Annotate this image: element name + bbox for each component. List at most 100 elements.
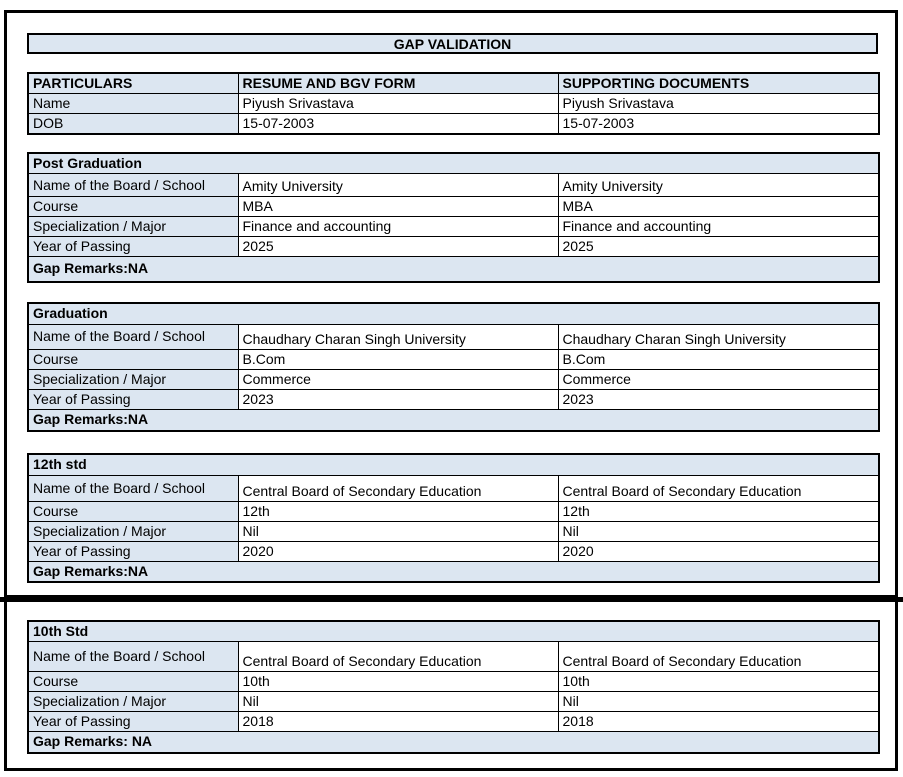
row-label: Name of the Board / School — [27, 173, 239, 197]
gap-remarks: Gap Remarks:NA — [27, 560, 880, 583]
supporting-cell-value: Nil — [557, 691, 880, 712]
row-label: Specialization / Major — [27, 520, 239, 542]
supporting-cell-value: 2025 — [557, 236, 880, 257]
resume-cell-value: 2018 — [237, 711, 559, 732]
section-data-row: Course B.Com B.Com — [27, 348, 880, 370]
supporting-cell-value: 2023 — [557, 388, 880, 410]
education-section-table: 10th Std Name of the Board / School Cent… — [27, 620, 881, 754]
row-label: Course — [27, 671, 239, 692]
table-row-dob: DOB 15-07-2003 15-07-2003 — [27, 113, 880, 135]
row-label-dob: DOB — [27, 113, 239, 135]
education-section-table: Post Graduation Name of the Board / Scho… — [27, 152, 881, 283]
dob-resume-value: 15-07-2003 — [237, 113, 559, 135]
row-label: Name of the Board / School — [27, 323, 239, 350]
row-label: Year of Passing — [27, 388, 239, 410]
supporting-cell-value: MBA — [557, 196, 880, 217]
resume-cell-value: Nil — [237, 520, 559, 542]
row-label: Name of the Board / School — [27, 474, 239, 502]
supporting-cell-value: Chaudhary Charan Singh University — [557, 323, 880, 350]
row-label: Course — [27, 196, 239, 217]
resume-cell-value: 10th — [237, 671, 559, 692]
particulars-table: PARTICULARS RESUME AND BGV FORM SUPPORTI… — [27, 72, 880, 135]
section-data-row: Year of Passing 2018 2018 — [27, 711, 880, 732]
section-data-row: Specialization / Major Commerce Commerce — [27, 368, 880, 390]
section-data-row: Course MBA MBA — [27, 196, 880, 217]
education-section-table: Graduation Name of the Board / School Ch… — [27, 302, 881, 432]
row-label: Specialization / Major — [27, 216, 239, 237]
resume-cell-value: 2020 — [237, 540, 559, 562]
gap-remarks: Gap Remarks:NA — [27, 256, 880, 282]
supporting-cell-value: Finance and accounting — [557, 216, 880, 237]
education-section-table: 12th std Name of the Board / School Cent… — [27, 453, 881, 583]
gap-remarks-row: Gap Remarks:NA — [27, 256, 880, 282]
section-heading: Graduation — [27, 302, 880, 325]
supporting-cell-value: Commerce — [557, 368, 880, 390]
section-heading: 12th std — [27, 453, 880, 476]
section-header-row: 10th Std — [27, 620, 880, 642]
gap-remarks: Gap Remarks:NA — [27, 408, 880, 432]
section-data-row: Specialization / Major Nil Nil — [27, 520, 880, 542]
section-data-row: Name of the Board / School Amity Univers… — [27, 173, 880, 197]
supporting-cell-value: Central Board of Secondary Education — [557, 474, 880, 502]
section-data-row: Name of the Board / School Chaudhary Cha… — [27, 323, 880, 350]
gap-remarks-row: Gap Remarks:NA — [27, 560, 880, 583]
row-label: Course — [27, 348, 239, 370]
section-data-row: Year of Passing 2023 2023 — [27, 388, 880, 410]
table-header-row: PARTICULARS RESUME AND BGV FORM SUPPORTI… — [27, 72, 880, 94]
document-title-bar: GAP VALIDATION — [27, 33, 878, 54]
name-supporting-value: Piyush Srivastava — [557, 93, 880, 114]
dob-supporting-value: 15-07-2003 — [557, 113, 880, 135]
section-header-row: Graduation — [27, 302, 880, 325]
section-data-row: Year of Passing 2025 2025 — [27, 236, 880, 257]
supporting-cell-value: Nil — [557, 520, 880, 542]
supporting-cell-value: Amity University — [557, 173, 880, 197]
section-heading: 10th Std — [27, 620, 880, 642]
table-row-name: Name Piyush Srivastava Piyush Srivastava — [27, 93, 880, 114]
resume-cell-value: MBA — [237, 196, 559, 217]
row-label: Specialization / Major — [27, 691, 239, 712]
supporting-cell-value: 2018 — [557, 711, 880, 732]
supporting-cell-value: 10th — [557, 671, 880, 692]
section-data-row: Course 10th 10th — [27, 671, 880, 692]
document-title: GAP VALIDATION — [393, 35, 512, 52]
section-data-row: Specialization / Major Finance and accou… — [27, 216, 880, 237]
row-label: Year of Passing — [27, 236, 239, 257]
supporting-cell-value: Central Board of Secondary Education — [557, 641, 880, 672]
section-heading: Post Graduation — [27, 152, 880, 174]
resume-cell-value: Amity University — [237, 173, 559, 197]
section-data-row: Name of the Board / School Central Board… — [27, 474, 880, 502]
row-label: Year of Passing — [27, 540, 239, 562]
section-header-row: 12th std — [27, 453, 880, 476]
column-header-supporting-docs: SUPPORTING DOCUMENTS — [557, 72, 880, 94]
row-label-name: Name — [27, 93, 239, 114]
page-break-divider — [0, 597, 903, 602]
row-label: Name of the Board / School — [27, 641, 239, 672]
row-label: Year of Passing — [27, 711, 239, 732]
section-data-row: Course 12th 12th — [27, 500, 880, 522]
resume-cell-value: Central Board of Secondary Education — [237, 474, 559, 502]
column-header-particulars: PARTICULARS — [27, 72, 239, 94]
section-data-row: Year of Passing 2020 2020 — [27, 540, 880, 562]
section-data-row: Name of the Board / School Central Board… — [27, 641, 880, 672]
row-label: Specialization / Major — [27, 368, 239, 390]
gap-remarks: Gap Remarks: NA — [27, 731, 880, 753]
resume-cell-value: Central Board of Secondary Education — [237, 641, 559, 672]
row-label: Course — [27, 500, 239, 522]
resume-cell-value: Nil — [237, 691, 559, 712]
resume-cell-value: 2023 — [237, 388, 559, 410]
name-resume-value: Piyush Srivastava — [237, 93, 559, 114]
supporting-cell-value: B.Com — [557, 348, 880, 370]
page-region-bottom: 10th Std Name of the Board / School Cent… — [4, 602, 898, 771]
resume-cell-value: Chaudhary Charan Singh University — [237, 323, 559, 350]
page-region-top: GAP VALIDATION PARTICULARS RESUME AND BG… — [4, 10, 898, 598]
resume-cell-value: Commerce — [237, 368, 559, 390]
resume-cell-value: Finance and accounting — [237, 216, 559, 237]
section-header-row: Post Graduation — [27, 152, 880, 174]
supporting-cell-value: 12th — [557, 500, 880, 522]
gap-remarks-row: Gap Remarks:NA — [27, 408, 880, 432]
resume-cell-value: 12th — [237, 500, 559, 522]
column-header-resume-bgv: RESUME AND BGV FORM — [237, 72, 559, 94]
resume-cell-value: 2025 — [237, 236, 559, 257]
gap-remarks-row: Gap Remarks: NA — [27, 731, 880, 753]
supporting-cell-value: 2020 — [557, 540, 880, 562]
